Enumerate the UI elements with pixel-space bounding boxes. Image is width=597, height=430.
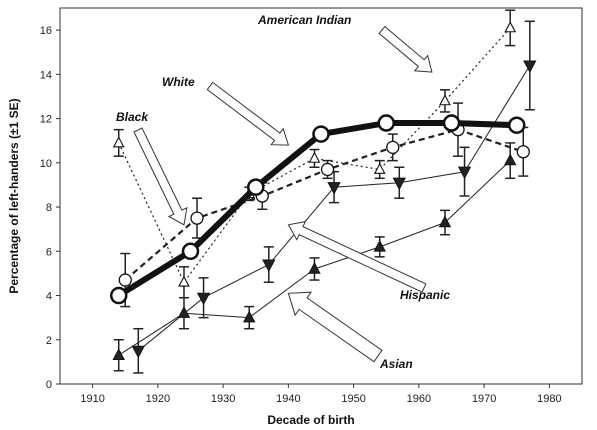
marker-white — [377, 114, 395, 132]
marker-american-indian — [308, 151, 321, 163]
annotation-arrow-american-indian — [378, 25, 433, 73]
marker-hispanic — [131, 345, 145, 359]
marker-white — [508, 116, 526, 134]
series-hispanic — [131, 20, 537, 374]
marker-black — [190, 211, 204, 225]
marker-hispanic — [327, 182, 341, 195]
x-tick-label: 1980 — [537, 393, 561, 405]
y-tick-label: 10 — [40, 158, 52, 170]
marker-black — [516, 145, 530, 159]
marker-black — [320, 162, 335, 177]
x-tick-label: 1950 — [341, 393, 365, 405]
x-tick-label: 1930 — [211, 393, 235, 405]
marker-hispanic — [392, 177, 406, 191]
marker-white — [109, 286, 128, 305]
marker-black — [118, 273, 132, 287]
marker-white — [247, 178, 265, 196]
x-tick-label: 1910 — [80, 393, 104, 405]
x-tick-label: 1920 — [146, 393, 170, 405]
marker-asian — [438, 215, 452, 228]
y-tick-label: 4 — [46, 291, 52, 303]
marker-american-indian — [373, 162, 386, 174]
plot-frame — [59, 7, 583, 385]
annotation-arrow-asian — [287, 291, 383, 363]
annotation-labels: American Indian White Black Hispanic Asian — [116, 13, 450, 371]
y-axis-label: Percentage of left-handers (±1 SE) — [7, 98, 21, 293]
marker-asian — [177, 306, 191, 318]
marker-hispanic — [196, 292, 211, 306]
marker-asian — [112, 348, 125, 360]
marker-american-indian — [112, 136, 125, 148]
y-tick-label: 8 — [46, 202, 52, 214]
annotation-arrow-black — [133, 127, 188, 226]
series-white — [109, 114, 526, 305]
marker-hispanic — [457, 166, 472, 180]
axes: 1910 1920 1930 1940 1950 1960 1970 1980 0 2 4 6 8 10 1… — [40, 7, 583, 405]
marker-asian — [503, 153, 517, 166]
marker-white — [442, 114, 461, 132]
annotation-arrow-hispanic — [287, 220, 427, 293]
marker-white — [312, 125, 330, 143]
marker-asian — [373, 239, 386, 252]
annotation-label-hispanic: Hispanic — [400, 288, 450, 302]
marker-american-indian — [439, 94, 451, 106]
marker-white — [181, 242, 200, 261]
annotation-label-asian: Asian — [379, 357, 413, 371]
x-axis-label: Decade of birth — [267, 413, 354, 427]
annotation-arrows — [133, 25, 433, 363]
annotation-label-black: Black — [116, 110, 149, 124]
marker-black — [386, 140, 400, 154]
y-tick-label: 6 — [46, 246, 52, 258]
y-tick-label: 14 — [40, 69, 52, 81]
annotation-arrow-white — [206, 81, 290, 146]
y-tick-label: 0 — [46, 379, 52, 391]
marker-american-indian — [178, 275, 190, 287]
marker-american-indian — [504, 21, 517, 33]
marker-hispanic — [523, 60, 537, 74]
annotation-label-american-indian: American Indian — [257, 13, 351, 27]
annotation-label-white: White — [162, 75, 195, 89]
series-layer — [109, 9, 537, 374]
marker-asian — [308, 261, 321, 274]
y-tick-label: 2 — [46, 335, 52, 347]
x-tick-label: 1970 — [472, 393, 496, 405]
marker-hispanic — [262, 259, 276, 273]
y-tick-label: 12 — [40, 114, 52, 126]
x-tick-label: 1940 — [276, 393, 300, 405]
y-tick-label: 16 — [40, 25, 52, 37]
x-tick-label: 1960 — [407, 393, 431, 405]
marker-asian — [242, 310, 256, 323]
